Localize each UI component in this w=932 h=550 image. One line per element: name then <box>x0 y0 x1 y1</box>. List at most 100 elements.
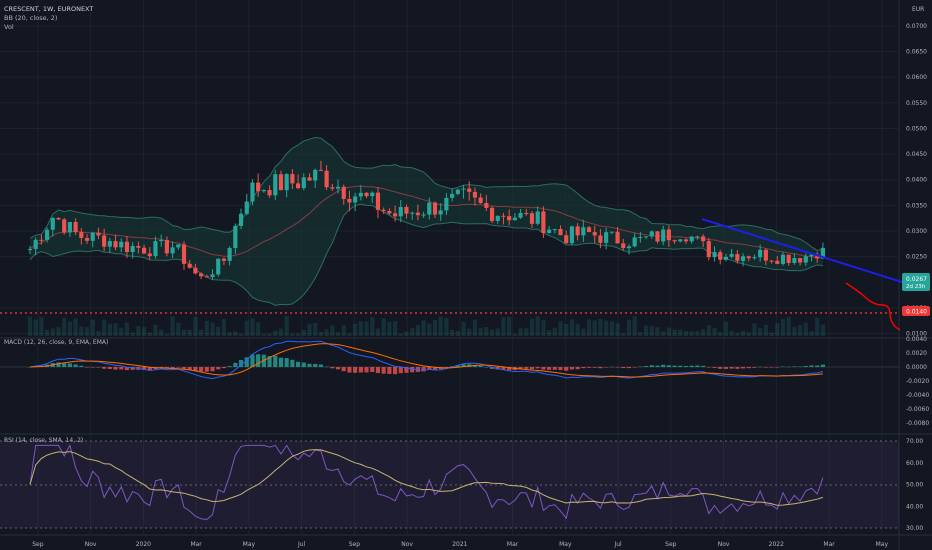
macd-tick-label: 0.0020 <box>906 350 927 357</box>
macd-hist-bar <box>723 367 729 369</box>
candle-body <box>758 249 763 258</box>
candle-body <box>501 215 506 217</box>
rsi-line <box>29 444 824 521</box>
macd-hist-bar <box>746 367 751 369</box>
macd-hist-bar <box>586 367 592 368</box>
bb-indicator-label[interactable]: BB (20, close, 2) <box>4 14 57 22</box>
rsi-tick-label: 50.00 <box>906 482 923 489</box>
candle-body <box>250 182 255 202</box>
candle-body <box>803 256 808 263</box>
candle-body <box>438 210 443 215</box>
volume-bar <box>581 328 586 336</box>
candle-body <box>564 235 569 244</box>
volume-bar <box>278 328 284 336</box>
volume-bar <box>404 331 409 336</box>
volume-bar <box>124 322 130 336</box>
candle-body <box>598 235 603 243</box>
volume-bar <box>706 325 711 336</box>
macd-hist-bar <box>199 367 204 372</box>
candle-body <box>615 231 620 244</box>
volume-bar <box>740 331 746 336</box>
volume-bar <box>615 323 620 336</box>
price-tick-label: 0.0700 <box>906 23 927 30</box>
time-label: 2022 <box>769 541 784 548</box>
candlestick-series[interactable] <box>27 160 825 280</box>
macd-hist-bar <box>313 363 318 367</box>
volume-bar <box>119 327 124 336</box>
volume-bar <box>353 323 358 336</box>
volume-bar <box>39 317 44 336</box>
macd-hist-bar <box>775 367 780 368</box>
price-tick-label: 0.0500 <box>906 125 927 132</box>
candle-body <box>56 217 61 220</box>
volume-bar <box>529 319 535 336</box>
macd-hist-bar <box>296 361 301 367</box>
candle-body <box>489 207 495 221</box>
time-label: Nov <box>85 541 97 548</box>
candle-body <box>666 229 671 241</box>
macd-hist-bar <box>353 367 358 373</box>
volume-bar <box>56 327 61 336</box>
candle-body <box>575 226 580 236</box>
macd-hist-bar <box>798 366 803 368</box>
macd-hist-bar <box>375 367 381 374</box>
macd-hist-bar <box>558 367 563 371</box>
chart-title[interactable]: CRESCENT, 1W, EURONEXT <box>4 5 93 13</box>
macd-hist-bar <box>238 359 244 367</box>
macd-hist-bar <box>330 367 335 369</box>
bollinger-upper-line <box>29 136 824 252</box>
candle-body <box>638 236 643 238</box>
macd-hist-bar <box>820 364 825 367</box>
volume-bar <box>130 332 135 336</box>
volume-bar <box>763 324 768 336</box>
volume-bar <box>364 321 369 336</box>
forecast-path[interactable] <box>845 282 901 331</box>
price-tick-label: 0.0100 <box>906 330 927 337</box>
volume-bar <box>27 316 33 336</box>
candle-body <box>398 206 403 217</box>
resistance-trendline[interactable] <box>701 218 906 284</box>
volume-bar <box>678 329 683 336</box>
rsi-indicator-label[interactable]: RSI (14, close, SMA, 14, 2) <box>4 437 83 444</box>
candle-body <box>632 237 637 247</box>
candle-body <box>695 236 700 238</box>
support-price-badge <box>902 306 930 316</box>
candle-body <box>153 241 158 257</box>
candle-body <box>410 212 415 214</box>
volume-bar <box>107 323 112 336</box>
macd-hist-bar <box>444 367 449 368</box>
volume-bar <box>227 332 232 336</box>
time-label: May <box>876 541 889 548</box>
macd-hist-bar <box>632 367 637 368</box>
candle-body <box>535 211 540 224</box>
macd-hist-bar <box>518 367 523 370</box>
candle-body <box>792 258 797 263</box>
candle-body <box>278 174 284 191</box>
candle-body <box>763 249 768 261</box>
volume-bar <box>489 329 495 336</box>
volume-bar <box>683 331 689 336</box>
macd-hist-bar <box>113 367 118 370</box>
volume-indicator-label[interactable]: Vol <box>4 23 14 31</box>
macd-tick-label: -0.0060 <box>906 406 929 413</box>
volume-bar <box>79 326 84 336</box>
macd-hist-bar <box>130 367 135 370</box>
volume-bar <box>50 328 55 336</box>
macd-hist-bar <box>604 367 609 368</box>
macd-hist-bar <box>803 365 808 367</box>
volume-bar <box>541 320 546 336</box>
macd-hist-bar <box>107 367 112 369</box>
candle-body <box>740 256 746 261</box>
volume-bar <box>216 326 221 336</box>
macd-hist-bar <box>341 367 346 372</box>
volume-bar <box>330 325 335 336</box>
volume-bar <box>484 327 489 336</box>
macd-hist-bar <box>501 367 506 370</box>
volume-bar <box>604 320 609 336</box>
volume-bar <box>461 321 466 336</box>
macd-indicator-label[interactable]: MACD (12, 26, close, 9, EMA, EMA) <box>4 339 108 346</box>
time-label: Nov <box>401 541 413 548</box>
candle-body <box>472 191 478 198</box>
